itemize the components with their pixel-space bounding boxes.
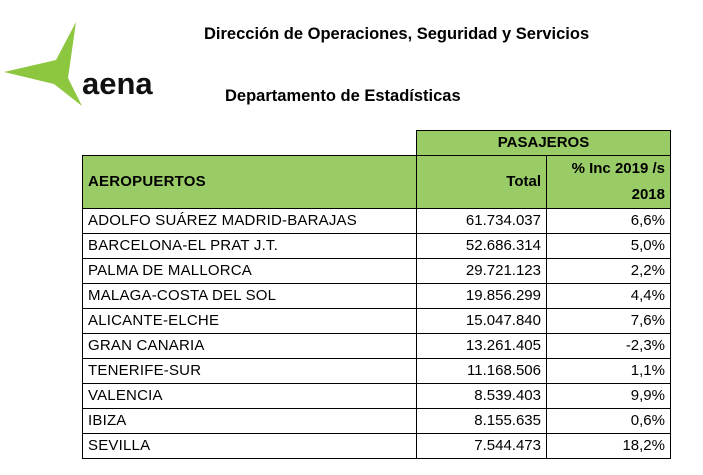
column-header-pct-line1: % Inc 2019 /s [571, 160, 665, 177]
table-group-header-row: PASAJEROS [83, 130, 671, 156]
airport-cell: MALAGA-COSTA DEL SOL [82, 283, 417, 309]
table-row: ADOLFO SUÁREZ MADRID-BARAJAS 61.734.037 6,… [82, 208, 671, 234]
airport-cell: ALICANTE-ELCHE [82, 308, 417, 334]
airport-cell: IBIZA [82, 408, 417, 434]
airport-cell: BARCELONA-EL PRAT J.T. [82, 233, 417, 259]
group-header-pasajeros: PASAJEROS [416, 130, 671, 156]
page-title: Dirección de Operaciones, Seguridad y Se… [204, 25, 590, 43]
airport-cell: TENERIFE-SUR [82, 358, 417, 384]
table-row: SEVILLA 7.544.473 18,2% [82, 433, 671, 459]
total-cell: 13.261.405 [416, 333, 547, 359]
total-cell: 11.168.506 [416, 358, 547, 384]
airport-cell: ADOLFO SUÁREZ MADRID-BARAJAS [82, 208, 417, 234]
pct-cell: -2,3% [546, 333, 671, 359]
total-cell: 8.155.635 [416, 408, 547, 434]
table-row: IBIZA 8.155.635 0,6% [82, 408, 671, 434]
table-row: TENERIFE-SUR 11.168.506 1,1% [82, 358, 671, 384]
total-cell: 52.686.314 [416, 233, 547, 259]
pct-cell: 7,6% [546, 308, 671, 334]
table-row: MALAGA-COSTA DEL SOL 19.856.299 4,4% [82, 283, 671, 309]
table-body: ADOLFO SUÁREZ MADRID-BARAJAS 61.734.037 6,… [82, 208, 671, 459]
pct-cell: 6,6% [546, 208, 671, 234]
pct-cell: 2,2% [546, 258, 671, 284]
pct-cell: 9,9% [546, 383, 671, 409]
airport-cell: VALENCIA [82, 383, 417, 409]
column-header-total: Total [416, 155, 547, 209]
table-row: ALICANTE-ELCHE 15.047.840 7,6% [82, 308, 671, 334]
aena-arrow-icon [4, 22, 82, 106]
pct-cell: 1,1% [546, 358, 671, 384]
column-header-pct: % Inc 2019 /s 2018 [546, 155, 671, 209]
airport-cell: PALMA DE MALLORCA [82, 258, 417, 284]
table-row: PALMA DE MALLORCA 29.721.123 2,2% [82, 258, 671, 284]
pct-cell: 4,4% [546, 283, 671, 309]
pct-cell: 0,6% [546, 408, 671, 434]
airport-cell: SEVILLA [82, 433, 417, 459]
passenger-stats-table: PASAJEROS AEROPUERTOS Total % Inc 2019 /… [82, 130, 671, 459]
pct-cell: 18,2% [546, 433, 671, 459]
column-header-airports: AEROPUERTOS [82, 155, 417, 209]
column-header-pct-line2: 2018 [631, 186, 665, 203]
pct-cell: 5,0% [546, 233, 671, 259]
total-cell: 29.721.123 [416, 258, 547, 284]
blank-cell [83, 131, 417, 156]
aena-logo: aena [4, 22, 174, 114]
total-cell: 8.539.403 [416, 383, 547, 409]
table-row: GRAN CANARIA 13.261.405 -2,3% [82, 333, 671, 359]
total-cell: 19.856.299 [416, 283, 547, 309]
table-header-row: AEROPUERTOS Total % Inc 2019 /s 2018 [82, 155, 671, 209]
table-row: BARCELONA-EL PRAT J.T. 52.686.314 5,0% [82, 233, 671, 259]
total-cell: 7.544.473 [416, 433, 547, 459]
table-row: VALENCIA 8.539.403 9,9% [82, 383, 671, 409]
total-cell: 15.047.840 [416, 308, 547, 334]
page-subtitle: Departamento de Estadísticas [225, 87, 461, 105]
airport-cell: GRAN CANARIA [82, 333, 417, 359]
total-cell: 61.734.037 [416, 208, 547, 234]
logo-text: aena [82, 66, 153, 101]
